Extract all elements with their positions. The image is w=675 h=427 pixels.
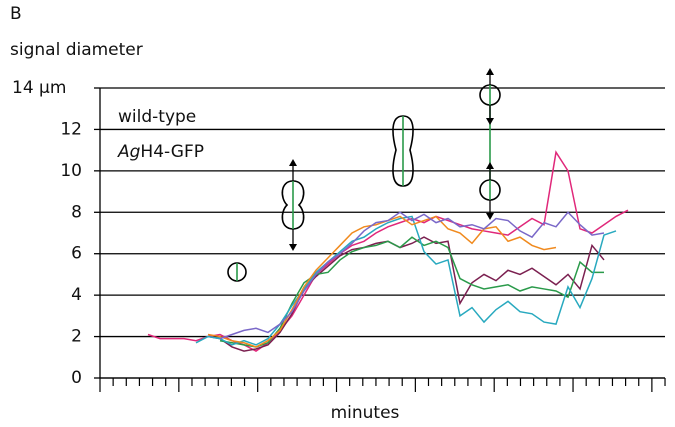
arrowhead	[486, 213, 494, 220]
arrowhead	[486, 68, 494, 75]
y-tick-label: 6	[71, 244, 82, 264]
annotation: AgH4-GFP	[117, 142, 204, 162]
panel-label: B	[10, 4, 22, 24]
arrowhead	[289, 244, 297, 251]
y-tick-label: 8	[71, 202, 82, 222]
y-tick-label: 2	[71, 327, 82, 347]
arrowhead	[289, 159, 297, 166]
series-line	[147, 150, 629, 352]
series-line	[207, 236, 605, 352]
diagram-icons	[227, 68, 501, 282]
y-tick-label: 0	[71, 368, 82, 388]
y-tick-label: 4	[71, 285, 82, 305]
series-line	[195, 215, 617, 346]
annotation: wild-type	[118, 107, 196, 127]
y-axis-label: signal diameter	[10, 40, 143, 60]
y-tick-label: 10	[60, 161, 82, 181]
y-tick-label: 14 μm	[12, 78, 66, 98]
annotation-italic: Ag	[117, 142, 141, 162]
series-line	[207, 215, 557, 348]
series-line	[219, 211, 605, 340]
arrowhead	[486, 162, 494, 169]
y-tick-label: 12	[60, 119, 82, 139]
x-axis-label: minutes	[331, 403, 400, 423]
annotation-rest: H4-GFP	[140, 142, 204, 162]
arrowhead	[486, 118, 494, 125]
